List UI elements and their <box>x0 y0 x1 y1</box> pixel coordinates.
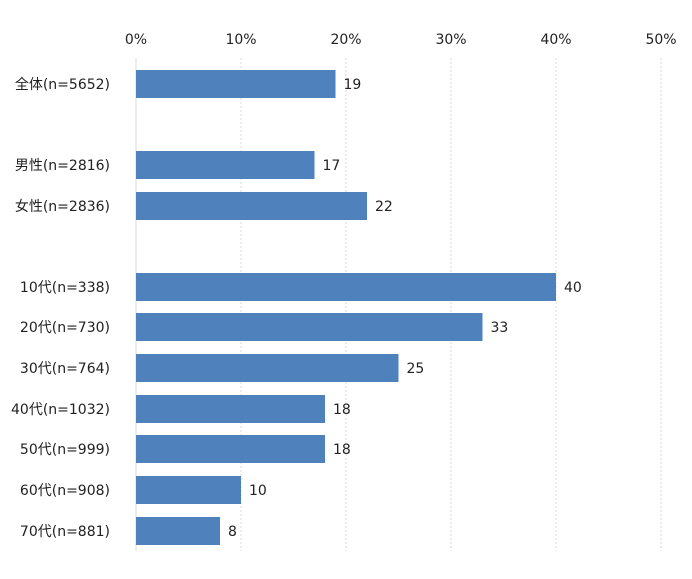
category-label: 女性(n=2836) <box>15 198 110 215</box>
category-label: 20代(n=730) <box>20 320 110 336</box>
gridlines <box>135 58 662 551</box>
bar <box>136 476 241 504</box>
x-tick-label: 50% <box>645 32 676 48</box>
data-label: 22 <box>375 199 393 215</box>
data-label: 18 <box>333 442 351 458</box>
data-labels: 19 17 22 40 33 25 18 18 10 8 <box>228 77 582 540</box>
x-tick-label: 20% <box>330 32 361 48</box>
data-label: 10 <box>249 483 267 499</box>
bar <box>136 192 367 220</box>
category-label: 30代(n=764) <box>20 361 110 377</box>
bars <box>136 70 556 545</box>
data-label: 25 <box>407 361 425 377</box>
x-tick-label: 40% <box>540 32 571 48</box>
category-label: 全体(n=5652) <box>15 76 110 93</box>
data-label: 18 <box>333 402 351 418</box>
bar <box>136 313 483 341</box>
bar <box>136 70 336 98</box>
category-labels: 全体(n=5652) 男性(n=2816) 女性(n=2836) 10代(n=338)… <box>11 76 110 540</box>
data-label: 8 <box>228 524 237 540</box>
data-label: 33 <box>491 320 509 336</box>
data-label: 40 <box>564 280 582 296</box>
category-label: 10代(n=338) <box>20 280 110 296</box>
bar <box>136 354 399 382</box>
x-tick-label: 30% <box>435 32 466 48</box>
data-label: 17 <box>323 158 341 174</box>
category-label: 60代(n=908) <box>20 483 110 499</box>
category-label: 70代(n=881) <box>20 524 110 540</box>
category-label: 40代(n=1032) <box>11 402 110 418</box>
bar <box>136 435 325 463</box>
x-tick-label: 10% <box>225 32 256 48</box>
category-label: 50代(n=999) <box>20 442 110 458</box>
x-tick-label: 0% <box>125 32 147 48</box>
bar <box>136 517 220 545</box>
category-label: 男性(n=2816) <box>15 158 110 174</box>
bar <box>136 151 315 179</box>
data-label: 19 <box>344 77 362 93</box>
bar <box>136 395 325 423</box>
bar <box>136 273 556 301</box>
x-axis-ticks: 0% 10% 20% 30% 40% 50% <box>125 32 677 48</box>
